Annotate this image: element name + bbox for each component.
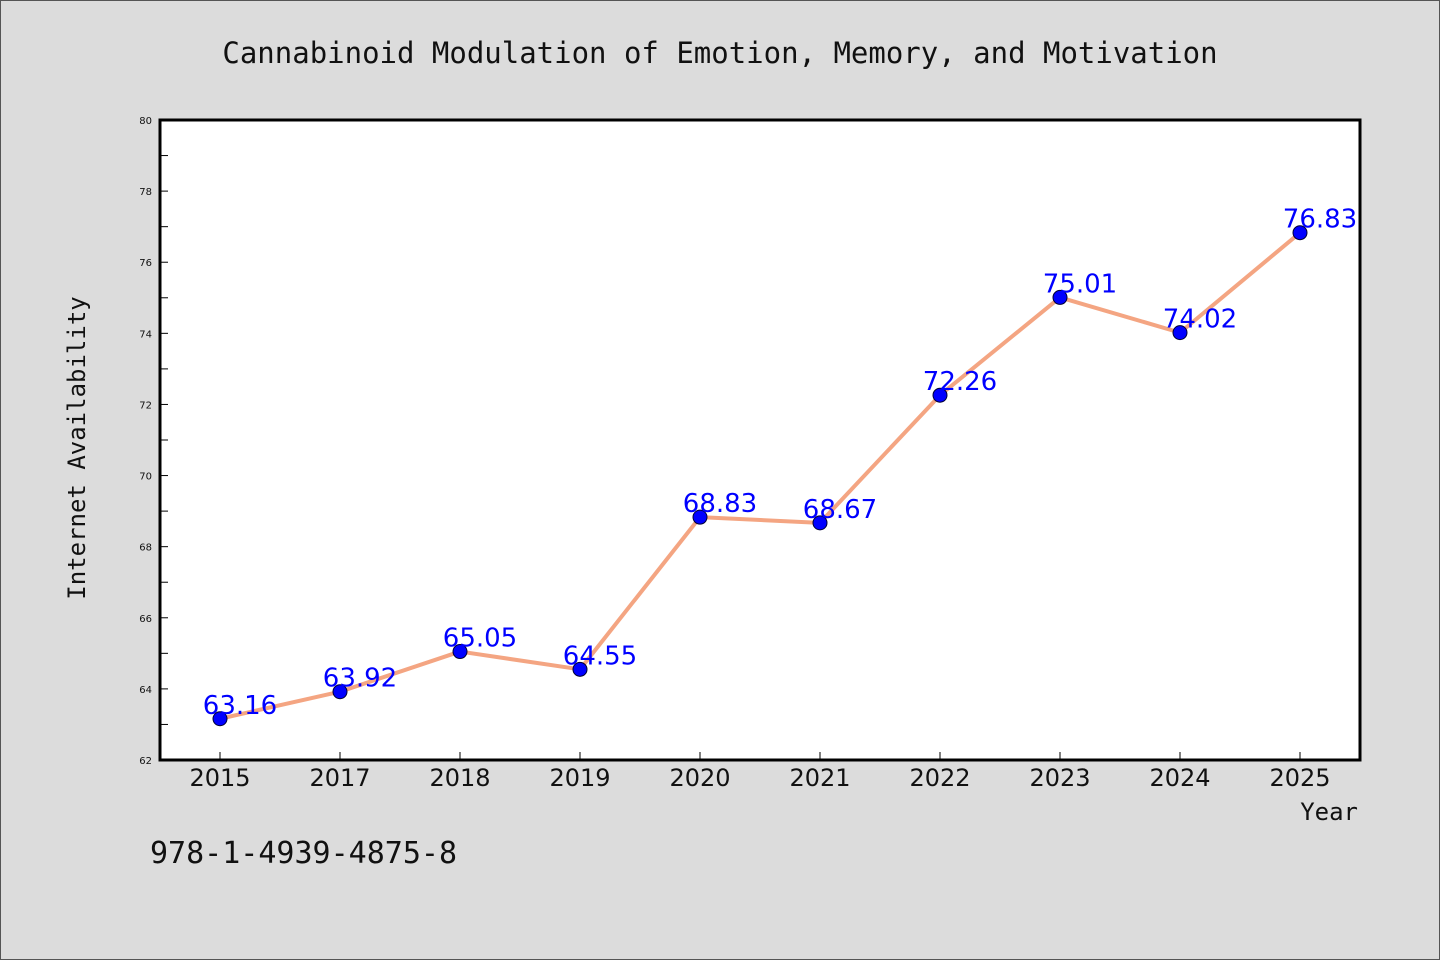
plot-area	[158, 118, 1362, 762]
y-tick-label: 64	[139, 685, 152, 696]
data-point	[1052, 289, 1068, 305]
data-label: 63.16	[203, 691, 277, 721]
data-label: 68.83	[683, 489, 757, 519]
y-tick-label: 66	[139, 614, 152, 625]
isbn-annotation: 978-1-4939-4875-8	[150, 836, 457, 871]
x-axis: 2015 2017 2018 2019 2020 2021 2022 2023 2024 2025	[189, 752, 1331, 792]
data-label: 64.55	[563, 641, 637, 671]
data-point	[572, 661, 588, 677]
y-tick-label: 80	[139, 116, 152, 127]
y-tick-label: 72	[139, 400, 152, 411]
y-axis-label: Internet Availability	[63, 296, 91, 599]
x-tick-label: 2019	[549, 764, 610, 792]
x-tick-label: 2025	[1269, 764, 1330, 792]
data-label: 68.67	[803, 495, 877, 525]
y-tick-label: 70	[139, 472, 152, 483]
x-tick-label: 2017	[309, 764, 370, 792]
data-label: 63.92	[323, 664, 397, 694]
data-point	[332, 684, 348, 700]
data-label: 74.02	[1163, 305, 1237, 335]
series-line	[219, 231, 1302, 721]
x-tick-label: 2024	[1149, 764, 1210, 792]
x-tick-label: 2018	[429, 764, 490, 792]
data-label: 65.05	[443, 624, 517, 654]
y-tick-label: 78	[139, 187, 152, 198]
data-label: 75.01	[1043, 269, 1117, 299]
y-tick-label: 76	[139, 258, 152, 269]
y-tick-label: 62	[139, 756, 152, 767]
x-tick-label: 2023	[1029, 764, 1090, 792]
x-axis-label: Year	[1300, 798, 1358, 826]
data-point	[212, 711, 228, 727]
data-point	[1172, 325, 1188, 341]
x-tick-label: 2015	[189, 764, 250, 792]
y-tick-label: 74	[139, 329, 152, 340]
data-point	[692, 509, 708, 525]
series-layer: 63.16 63.92 65.05 64.55 68.83 68.67 72.26 75.01…	[203, 205, 1357, 727]
data-label: 72.26	[923, 367, 997, 397]
data-point	[1292, 225, 1308, 241]
data-label: 76.83	[1283, 205, 1357, 235]
y-tick-label: 68	[139, 543, 152, 554]
chart-title: Cannabinoid Modulation of Emotion, Memor…	[222, 36, 1217, 70]
x-tick-label: 2021	[789, 764, 850, 792]
data-point	[812, 515, 828, 531]
x-tick-label: 2022	[909, 764, 970, 792]
x-tick-label: 2020	[669, 764, 730, 792]
y-axis: 62 64 66 68 70 72 74 76 78 80	[139, 116, 168, 767]
data-point	[452, 644, 468, 660]
data-point	[932, 387, 948, 403]
